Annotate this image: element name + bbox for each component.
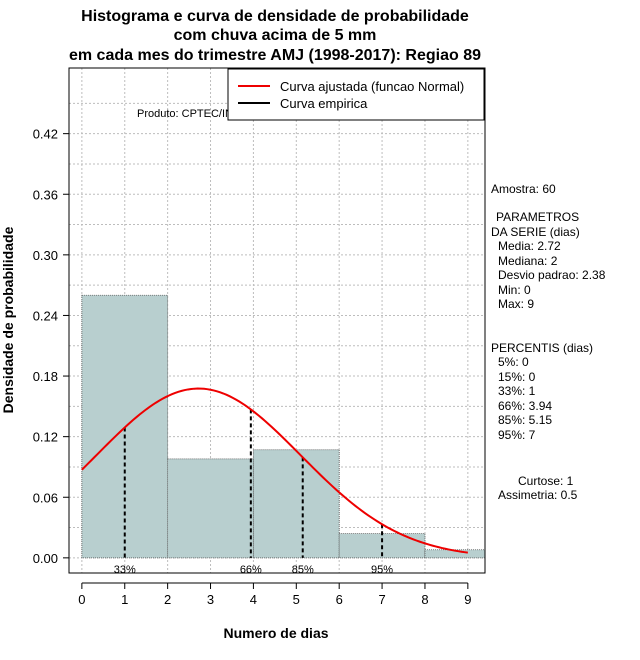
axes: 0 1 2 3 4 5 6 7 8 9 0.00 0.06 0.12 0.18 0.24 0.30 0.36 0.… [33,127,472,607]
x-tick-label-9: 9 [464,592,471,607]
percentil-15: 15%: 0 [498,370,536,384]
y-tick-label-2: 0.12 [33,430,58,445]
param-mean: Media: 2.72 [498,239,561,253]
x-tick-label-3: 3 [207,592,214,607]
fitted-curve [81,387,468,554]
x-tick-label-7: 7 [378,592,385,607]
percentil-5: 5%: 0 [498,355,529,369]
param-median: Mediana: 2 [498,254,558,268]
x-tick-label-0: 0 [78,592,85,607]
y-tick-label-1: 0.06 [33,490,58,505]
percentil-66: 66%: 3.94 [498,399,552,413]
chart-title-line-1: Histograma e curva de densidade de proba… [81,8,469,25]
x-tick-label-5: 5 [293,592,300,607]
percentile-label-2: 85% [292,564,314,576]
histogram-bars [81,294,486,559]
percentil-95: 95%: 7 [498,428,536,442]
x-axis-label: Numero de dias [223,625,328,641]
y-axis-label: Densidade de probabilidade [0,226,16,413]
x-tick-label-6: 6 [336,592,343,607]
y-tick-label-0: 0.00 [33,551,58,566]
y-tick-label-7: 0.42 [33,127,58,142]
percentis-title: PERCENTIS (dias) [491,341,593,355]
param-stddev: Desvio padrao: 2.38 [498,268,606,282]
param-min: Min: 0 [498,283,531,297]
legend-label-fit: Curva ajustada (funcao Normal) [280,79,464,94]
chart-title-line-3: em cada mes do trimestre AMJ (1998-2017)… [69,47,481,64]
percentile-label-0: 33% [114,564,136,576]
histogram-bar-1 [167,458,254,559]
stats-panel: Amostra: 60 PARAMETROS DA SERIE (dias) M… [491,182,606,502]
histogram-bar-2 [253,449,340,559]
chart-title-line-2: com chuva acima de 5 mm [174,27,377,44]
percentile-label-1: 66% [240,564,262,576]
kurtosis: Curtose: 1 [518,474,574,488]
y-tick-label-4: 0.24 [33,308,58,323]
y-tick-label-5: 0.30 [33,248,58,263]
percentil-85: 85%: 5.15 [498,413,552,427]
percentil-33: 33%: 1 [498,384,536,398]
param-max: Max: 9 [498,297,534,311]
percentile-label-3: 95% [371,564,393,576]
x-tick-label-2: 2 [164,592,171,607]
legend-label-empirical: Curva empirica [280,96,368,111]
credit-text: Produto: CPTEC/INPE [137,108,248,120]
legend-box [227,68,485,121]
params-subtitle: DA SERIE (dias) [491,225,580,239]
x-tick-label-1: 1 [121,592,128,607]
sample-size: Amostra: 60 [491,182,556,196]
x-tick-label-4: 4 [250,592,257,607]
legend: Curva ajustada (funcao Normal) Curva emp… [227,68,485,121]
skewness: Assimetria: 0.5 [498,488,578,502]
normal-fit-curve [81,387,468,554]
x-tick-label-8: 8 [421,592,428,607]
y-tick-label-6: 0.36 [33,187,58,202]
y-tick-label-3: 0.18 [33,369,58,384]
params-title: PARAMETROS [496,210,579,224]
